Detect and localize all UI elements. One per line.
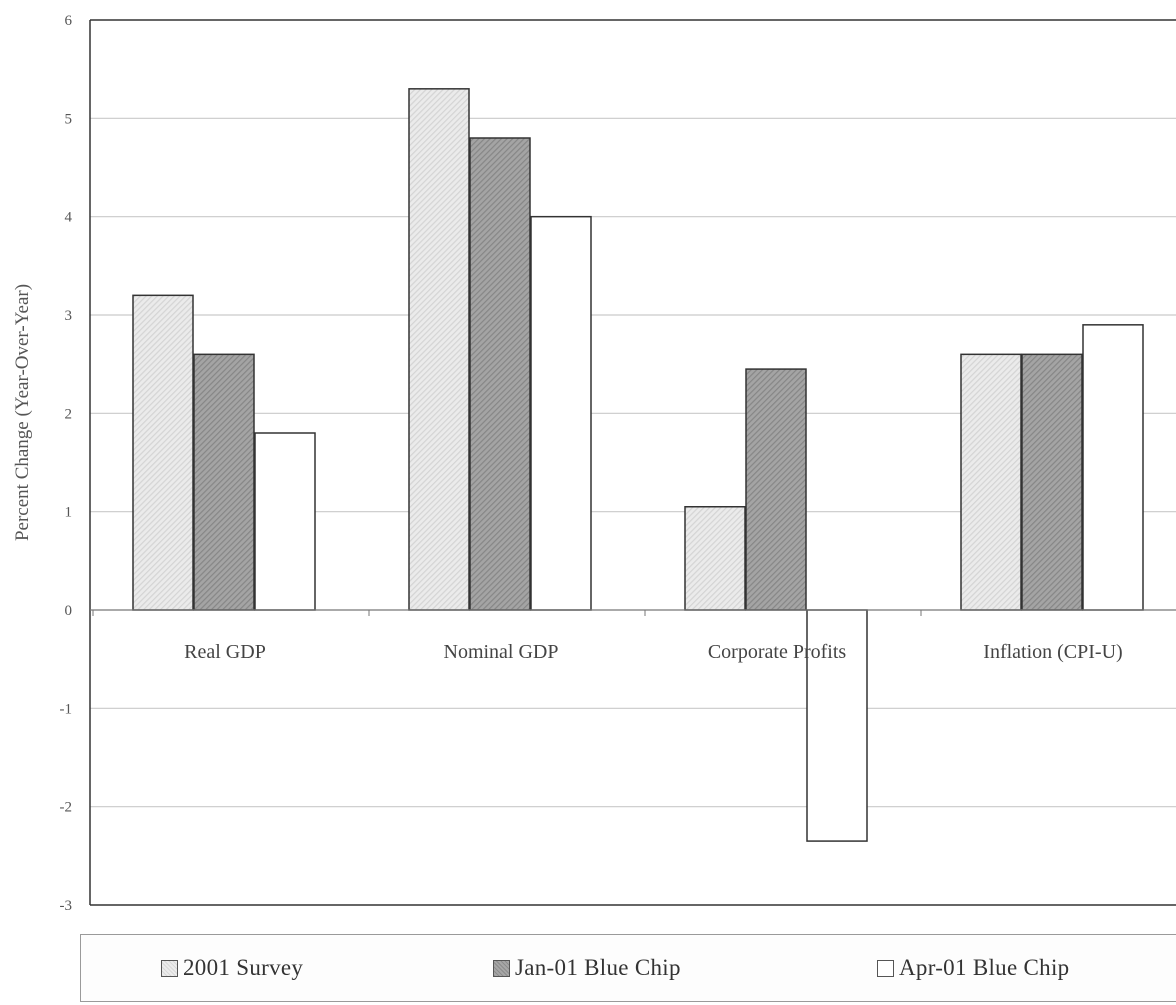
labels: 6 5 4 3 2 1 0 -1 -2 -3 Real GDP Nominal GDP Corporat…	[12, 13, 1123, 914]
legend-label: Apr-01 Blue Chip	[899, 955, 1070, 980]
y-tick-label: 2	[65, 406, 73, 422]
chart: 6 5 4 3 2 1 0 -1 -2 -3 Real GDP Nominal GDP Corporat…	[12, 13, 1176, 914]
bar-apr-01-blue-chip-inflation-cpi-u-	[1082, 324, 1144, 611]
x-category-label: Corporate Profits	[708, 641, 847, 663]
x-category-label: Real GDP	[184, 641, 266, 663]
bar-apr-01-blue-chip-corporate-profits	[806, 609, 868, 842]
legend-item-jan-01-blue-chip: Jan-01 Blue Chip	[493, 955, 681, 981]
bar-jan-01-blue-chip-inflation-cpi-u-	[1021, 353, 1083, 611]
bar-jan-01-blue-chip-real-gdp	[193, 353, 255, 611]
y-tick-label: -3	[60, 898, 73, 914]
y-tick-label: -1	[60, 701, 73, 717]
bar-2001-survey-corporate-profits	[684, 506, 746, 611]
bars	[132, 88, 1144, 842]
axes	[89, 19, 1176, 906]
legend-item-2001-survey: 2001 Survey	[161, 955, 303, 981]
y-tick-label: -2	[60, 800, 73, 816]
legend: 2001 Survey Jan-01 Blue Chip Apr-01 Blue…	[80, 934, 1176, 1002]
bar-2001-survey-real-gdp	[132, 294, 194, 611]
y-tick-label: 6	[65, 13, 73, 29]
legend-label: Jan-01 Blue Chip	[515, 955, 681, 980]
bar-2001-survey-nominal-gdp	[408, 88, 470, 611]
legend-item-apr-01-blue-chip: Apr-01 Blue Chip	[877, 955, 1069, 981]
y-tick-label: 4	[65, 210, 73, 226]
legend-swatch-jan-01-blue-chip	[493, 959, 510, 977]
bar-apr-01-blue-chip-real-gdp	[254, 432, 316, 611]
legend-swatch-apr-01-blue-chip	[877, 959, 894, 977]
x-category-label: Nominal GDP	[444, 641, 559, 663]
y-tick-label: 5	[65, 111, 73, 127]
y-tick-label: 3	[65, 308, 73, 324]
bar-2001-survey-inflation-cpi-u-	[960, 353, 1022, 611]
y-axis-title: Percent Change (Year-Over-Year)	[12, 284, 33, 541]
bar-jan-01-blue-chip-corporate-profits	[745, 368, 807, 611]
legend-swatch-2001-survey	[161, 959, 178, 977]
bar-apr-01-blue-chip-nominal-gdp	[530, 215, 592, 611]
x-category-label: Inflation (CPI-U)	[983, 641, 1122, 663]
y-tick-label: 0	[65, 603, 73, 619]
bar-jan-01-blue-chip-nominal-gdp	[469, 137, 531, 611]
y-tick-label: 1	[65, 505, 73, 521]
legend-label: 2001 Survey	[183, 955, 304, 980]
